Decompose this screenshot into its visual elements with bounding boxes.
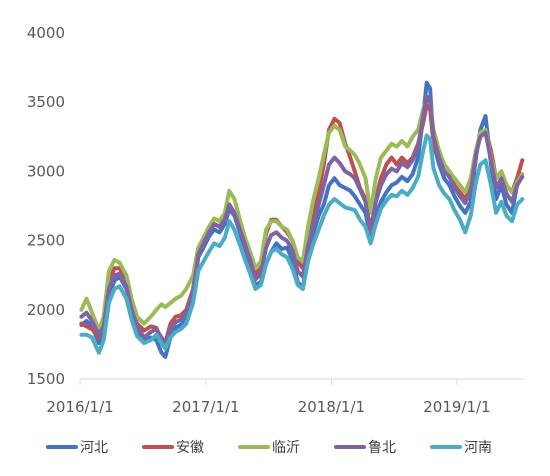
legend-label-5: 河南 xyxy=(464,440,492,456)
x-axis-ticks: 2016/1/1 2017/1/1 2018/1/1 2019/1/1 xyxy=(46,379,491,416)
x-tick-label-2: 2017/1/1 xyxy=(172,398,239,416)
legend-label-2: 安徽 xyxy=(176,440,204,456)
y-tick-label-3000: 3000 xyxy=(27,162,65,180)
y-tick-label-4000: 4000 xyxy=(27,24,65,42)
series-line-1 xyxy=(79,80,525,359)
x-tick-label-1: 2016/1/1 xyxy=(46,398,113,416)
series-lines xyxy=(79,80,525,359)
x-tick-label-4: 2019/1/1 xyxy=(423,398,490,416)
y-axis-ticks: 1500 2000 2500 3000 3500 4000 xyxy=(27,24,65,388)
legend: 河北 安徽 临沂 鲁北 河南 xyxy=(46,440,492,456)
x-tick-label-3: 2018/1/1 xyxy=(298,398,365,416)
legend-label-1: 河北 xyxy=(80,440,108,456)
series-line-2 xyxy=(79,103,525,345)
series-line-4 xyxy=(79,94,525,345)
y-tick-label-1500: 1500 xyxy=(27,370,65,388)
y-tick-label-2000: 2000 xyxy=(27,301,65,319)
y-tick-label-2500: 2500 xyxy=(27,232,65,250)
series-line-5 xyxy=(79,133,525,355)
y-tick-label-3500: 3500 xyxy=(27,93,65,111)
series-line-3 xyxy=(79,97,525,333)
legend-label-3: 临沂 xyxy=(272,440,300,456)
legend-label-4: 鲁北 xyxy=(368,440,396,456)
